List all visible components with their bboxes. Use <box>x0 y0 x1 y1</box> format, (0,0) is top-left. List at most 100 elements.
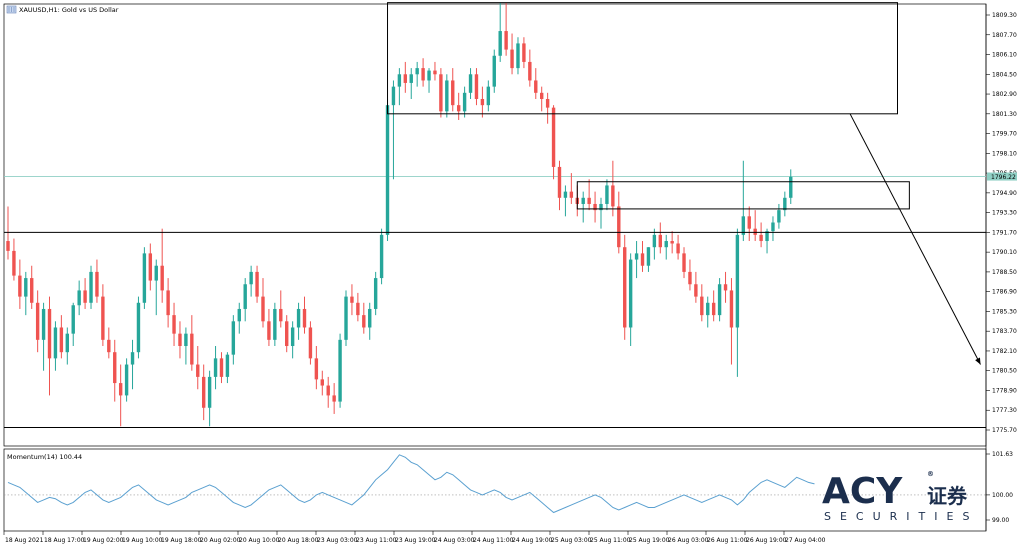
candle-body <box>6 241 10 251</box>
candle <box>130 339 135 390</box>
candle <box>522 37 526 69</box>
time-tick-label: 20 Aug 18:00 <box>278 537 319 544</box>
candle-body <box>747 216 751 229</box>
candle-body <box>439 74 443 112</box>
candle <box>113 339 117 402</box>
candle-body <box>605 185 609 204</box>
candle-body <box>711 302 716 316</box>
candle <box>617 191 621 254</box>
momentum-tick-label: 100.00 <box>992 492 1013 499</box>
candle-body <box>717 284 722 316</box>
candle <box>332 383 336 414</box>
candle-body <box>462 92 467 112</box>
candle-body <box>35 302 40 340</box>
candle <box>201 364 206 421</box>
candle-body <box>12 250 16 276</box>
candle <box>89 265 93 309</box>
candle <box>83 278 87 309</box>
current-price-tag <box>987 172 1017 181</box>
candle <box>492 49 496 93</box>
price-tick-label: 1793.30 <box>992 210 1017 217</box>
candle-body <box>350 296 354 303</box>
candle-body <box>735 234 740 328</box>
candle-body <box>332 395 336 402</box>
candle-body <box>136 302 141 353</box>
candle-body <box>468 74 473 93</box>
candle <box>154 259 158 316</box>
candle <box>759 222 763 248</box>
candle <box>373 271 378 316</box>
candle <box>741 160 746 242</box>
logo-text: ACY <box>822 471 903 512</box>
price-tick-label: 1804.50 <box>992 71 1017 78</box>
time-tick-label: 19 Aug 10:00 <box>122 537 163 544</box>
price-tick-label: 1809.30 <box>992 12 1017 19</box>
candle-body <box>101 296 105 340</box>
candle-body <box>107 339 111 353</box>
time-tick-label: 25 Aug 19:00 <box>629 537 670 544</box>
price-tick-label: 1777.30 <box>992 407 1017 414</box>
candle <box>77 280 81 316</box>
current-price-label: 1796.22 <box>991 174 1016 181</box>
logo-chinese: 证券 <box>927 484 968 508</box>
candle <box>474 68 479 106</box>
candle <box>700 284 704 322</box>
candle <box>640 241 645 272</box>
candle-body <box>308 327 313 359</box>
candle <box>587 179 591 211</box>
candle-body <box>296 308 301 328</box>
candle <box>35 290 40 353</box>
candle-body <box>540 92 544 99</box>
price-tick-label: 1807.70 <box>992 32 1017 39</box>
candle-body <box>142 253 147 303</box>
candle-body <box>249 271 253 285</box>
candle <box>279 290 283 328</box>
arrow-head <box>975 357 981 365</box>
candle <box>664 234 668 260</box>
momentum-label: Momentum(14) 100.44 <box>7 453 82 461</box>
candle-body <box>421 68 425 81</box>
candle <box>249 265 253 297</box>
candle-body <box>71 305 75 334</box>
candle-body <box>338 339 342 402</box>
candle <box>403 61 408 93</box>
candle <box>652 228 657 260</box>
candle <box>172 302 176 347</box>
acy-logo: ACY ® 证券 SECURITIES <box>822 470 969 523</box>
candle <box>231 315 236 365</box>
candle-body <box>789 176 793 198</box>
candle-body <box>433 70 437 75</box>
candle-body <box>59 327 64 353</box>
candle-body <box>279 308 283 322</box>
price-tick-label: 1785.30 <box>992 308 1017 315</box>
candle <box>273 302 277 347</box>
candle <box>296 302 301 340</box>
candle-body <box>723 284 728 291</box>
candle <box>243 278 247 322</box>
candle <box>368 302 372 340</box>
candle <box>350 284 354 316</box>
candle-body <box>569 191 574 198</box>
candle <box>462 86 467 118</box>
candle-body <box>267 321 271 340</box>
candle <box>783 191 787 217</box>
candle-body <box>385 105 390 235</box>
candle-body <box>53 327 58 359</box>
candle-body <box>201 376 206 408</box>
candle <box>6 206 10 260</box>
candle-body <box>166 290 170 316</box>
candle <box>178 321 182 359</box>
candle-body <box>498 31 502 56</box>
candle-body <box>30 278 34 303</box>
candle-body <box>646 247 651 266</box>
candle-body <box>658 234 662 248</box>
price-tick-label: 1801.30 <box>992 111 1017 118</box>
candle <box>338 333 342 408</box>
candle-body <box>771 222 775 232</box>
candle-body <box>397 74 402 87</box>
candle <box>107 327 111 359</box>
price-tick-label: 1778.90 <box>992 387 1017 394</box>
time-tick-label: 23 Aug 19:00 <box>395 537 436 544</box>
candle-body <box>510 49 514 69</box>
